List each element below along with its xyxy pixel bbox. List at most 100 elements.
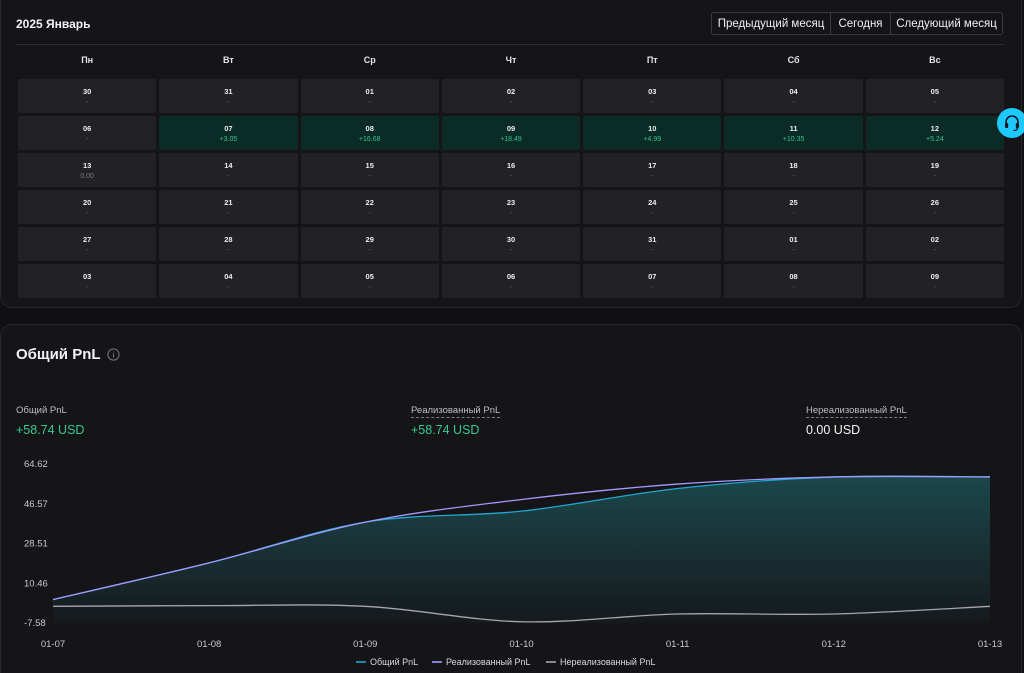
calendar-day-cell[interactable]: 08 +16.68 bbox=[300, 116, 439, 150]
calendar-day-cell[interactable]: 14 - bbox=[159, 153, 298, 187]
calendar-day-cell[interactable]: 15 - bbox=[300, 153, 439, 187]
calendar-day-cell[interactable]: 22 - bbox=[300, 190, 439, 224]
calendar-day-cell[interactable]: 01 - bbox=[300, 79, 439, 113]
calendar-day-cell[interactable]: 31 - bbox=[159, 79, 298, 113]
calendar-day-cell[interactable]: 31 - bbox=[583, 227, 722, 261]
calendar-day-cell[interactable]: 17 - bbox=[583, 153, 722, 187]
day-number: 26 bbox=[930, 198, 940, 207]
next-month-button[interactable]: Следующий месяц bbox=[890, 13, 1002, 34]
x-tick-label: 01-08 bbox=[197, 639, 221, 650]
day-pnl: - bbox=[792, 99, 795, 106]
day-number: 09 bbox=[930, 272, 940, 281]
day-pnl: - bbox=[227, 99, 230, 106]
calendar-day-cell[interactable]: 06 - bbox=[18, 116, 157, 150]
day-pnl: - bbox=[933, 247, 937, 254]
calendar-day-cell[interactable]: 07 - bbox=[583, 264, 722, 298]
headset-icon bbox=[1005, 115, 1019, 132]
y-tick-label: 64.62 bbox=[24, 459, 48, 470]
total-pnl-label: Общий PnL bbox=[16, 405, 67, 416]
day-pnl: - bbox=[509, 99, 513, 106]
calendar-day-cell[interactable]: 04 - bbox=[159, 264, 298, 298]
support-button[interactable] bbox=[997, 108, 1024, 138]
day-pnl: - bbox=[368, 173, 371, 180]
day-pnl: - bbox=[933, 284, 937, 291]
calendar-day-cell[interactable]: 11 +10.35 bbox=[724, 116, 863, 150]
day-number: 10 bbox=[648, 124, 657, 133]
unrealized-pnl-label[interactable]: Нереализованный PnL bbox=[806, 405, 907, 418]
day-number: 05 bbox=[930, 87, 940, 96]
pnl-chart: 64.62 46.57 28.51 10.46 -7.58 01-07 01-08 01-09… bbox=[24, 459, 1002, 667]
calendar-day-cell[interactable]: 05 - bbox=[865, 79, 1004, 113]
day-number: 06 bbox=[82, 124, 92, 133]
calendar-day-cell[interactable]: 06 - bbox=[441, 264, 581, 298]
calendar-day-cell[interactable]: 09 - bbox=[865, 264, 1004, 298]
pnl-title: Общий PnL bbox=[16, 346, 101, 363]
day-number: 15 bbox=[365, 161, 374, 170]
x-tick-label: 01-13 bbox=[978, 639, 1002, 650]
calendar-day-cell[interactable]: 03 - bbox=[18, 264, 157, 298]
day-pnl: - bbox=[933, 210, 937, 217]
legend-realized-pnl-label: Реализованный PnL bbox=[446, 657, 531, 667]
calendar-day-cell[interactable]: 19 - bbox=[865, 153, 1004, 187]
calendar-day-cell[interactable]: 02 - bbox=[441, 79, 581, 113]
calendar-day-cell[interactable]: 24 - bbox=[583, 190, 722, 224]
calendar-day-cell[interactable]: 20 - bbox=[18, 190, 157, 224]
calendar-day-cell[interactable]: 30 - bbox=[441, 227, 581, 261]
weekday-label: Пт bbox=[646, 55, 658, 65]
calendar-day-cell[interactable]: 25 - bbox=[724, 190, 863, 224]
day-number: 24 bbox=[648, 198, 657, 207]
realized-pnl-line bbox=[52, 475, 991, 601]
day-number: 25 bbox=[789, 198, 798, 207]
realized-pnl-value: +58.74 USD bbox=[411, 423, 480, 437]
weekday-label: Сб bbox=[787, 55, 800, 65]
realized-pnl-label[interactable]: Реализованный PnL bbox=[411, 405, 501, 418]
calendar-day-cell[interactable]: 04 - bbox=[724, 79, 863, 113]
day-number: 17 bbox=[648, 161, 657, 170]
calendar-day-cell[interactable]: 08 - bbox=[724, 264, 863, 298]
day-number: 28 bbox=[224, 235, 233, 244]
day-number: 03 bbox=[648, 87, 657, 96]
today-button[interactable]: Сегодня bbox=[830, 13, 890, 34]
day-number: 04 bbox=[224, 272, 233, 281]
month-navigation: Предыдущий месяц Сегодня Следующий месяц bbox=[711, 12, 1003, 35]
calendar-day-cell[interactable]: 07 +3.05 bbox=[159, 116, 298, 150]
day-number: 04 bbox=[789, 87, 798, 96]
calendar-day-cell[interactable]: 03 - bbox=[583, 79, 722, 113]
day-pnl: - bbox=[651, 284, 654, 291]
day-number: 02 bbox=[930, 235, 940, 244]
day-number: 12 bbox=[930, 124, 940, 133]
day-pnl: +18.49 bbox=[500, 136, 522, 143]
calendar-day-cell[interactable]: 27 - bbox=[18, 227, 157, 261]
calendar-day-cell[interactable]: 10 +4.99 bbox=[583, 116, 722, 150]
day-pnl: - bbox=[509, 210, 513, 217]
calendar-day-cell[interactable]: 12 +5.24 bbox=[865, 116, 1004, 150]
calendar-day-cell[interactable]: 28 - bbox=[159, 227, 298, 261]
calendar-day-cell[interactable]: 01 - bbox=[724, 227, 863, 261]
day-number: 08 bbox=[365, 124, 374, 133]
day-pnl: - bbox=[651, 173, 654, 180]
day-number: 16 bbox=[506, 161, 516, 170]
calendar-day-cell[interactable]: 26 - bbox=[865, 190, 1004, 224]
calendar-day-cell[interactable]: 29 - bbox=[300, 227, 439, 261]
day-number: 31 bbox=[648, 235, 657, 244]
calendar-day-cell[interactable]: 02 - bbox=[865, 227, 1004, 261]
calendar-day-cell[interactable]: 13 0.00 bbox=[18, 153, 157, 187]
day-number: 21 bbox=[224, 198, 233, 207]
calendar-day-cell[interactable]: 30 - bbox=[18, 79, 157, 113]
weekday-label: Чт bbox=[505, 55, 517, 65]
calendar-day-cell[interactable]: 09 +18.49 bbox=[441, 116, 581, 150]
calendar-divider bbox=[16, 44, 1004, 45]
calendar-day-cell[interactable]: 23 - bbox=[441, 190, 581, 224]
day-number: 14 bbox=[224, 161, 233, 170]
info-icon[interactable] bbox=[107, 348, 120, 361]
previous-month-button[interactable]: Предыдущий месяц bbox=[712, 13, 830, 34]
calendar-day-cell[interactable]: 18 - bbox=[724, 153, 863, 187]
calendar-day-cell[interactable]: 21 - bbox=[159, 190, 298, 224]
weekday-label: Вс bbox=[929, 55, 941, 65]
calendar-title: 2025 Январь bbox=[16, 17, 91, 31]
day-pnl: - bbox=[933, 173, 937, 180]
day-number: 30 bbox=[506, 235, 516, 244]
calendar-day-cell[interactable]: 05 - bbox=[300, 264, 439, 298]
day-number: 09 bbox=[506, 124, 516, 133]
calendar-day-cell[interactable]: 16 - bbox=[441, 153, 581, 187]
